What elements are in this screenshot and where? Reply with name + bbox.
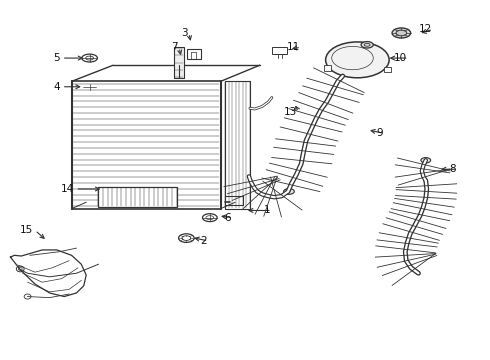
Ellipse shape bbox=[202, 214, 217, 222]
Text: 7: 7 bbox=[171, 42, 177, 52]
Ellipse shape bbox=[178, 234, 194, 242]
Ellipse shape bbox=[130, 183, 136, 187]
Text: 2: 2 bbox=[200, 236, 207, 246]
Circle shape bbox=[18, 267, 22, 270]
Ellipse shape bbox=[82, 54, 98, 62]
Ellipse shape bbox=[149, 183, 155, 187]
Ellipse shape bbox=[120, 183, 126, 187]
Ellipse shape bbox=[182, 236, 191, 240]
Text: 12: 12 bbox=[418, 24, 432, 35]
Ellipse shape bbox=[110, 183, 116, 187]
Text: 1: 1 bbox=[264, 206, 270, 216]
Ellipse shape bbox=[284, 189, 294, 194]
Text: 3: 3 bbox=[181, 28, 187, 38]
Text: 11: 11 bbox=[287, 42, 300, 52]
Ellipse shape bbox=[83, 83, 97, 90]
Circle shape bbox=[24, 294, 31, 299]
Ellipse shape bbox=[421, 158, 431, 163]
Circle shape bbox=[16, 266, 24, 272]
Polygon shape bbox=[324, 65, 331, 71]
Polygon shape bbox=[98, 187, 176, 207]
Text: 14: 14 bbox=[61, 184, 74, 194]
Polygon shape bbox=[174, 47, 184, 78]
Ellipse shape bbox=[86, 85, 93, 88]
Text: 15: 15 bbox=[20, 225, 33, 235]
Ellipse shape bbox=[206, 216, 214, 220]
Ellipse shape bbox=[361, 41, 373, 48]
Ellipse shape bbox=[169, 183, 174, 187]
Polygon shape bbox=[272, 47, 287, 54]
Text: 13: 13 bbox=[284, 107, 297, 117]
Ellipse shape bbox=[86, 56, 94, 60]
Ellipse shape bbox=[392, 28, 411, 38]
Text: 9: 9 bbox=[376, 129, 383, 138]
Ellipse shape bbox=[140, 183, 146, 187]
Text: 10: 10 bbox=[394, 53, 407, 63]
Ellipse shape bbox=[326, 42, 389, 78]
Ellipse shape bbox=[159, 183, 165, 187]
Polygon shape bbox=[72, 81, 221, 209]
Ellipse shape bbox=[100, 183, 106, 187]
Polygon shape bbox=[187, 49, 200, 59]
Ellipse shape bbox=[396, 30, 407, 36]
Text: 6: 6 bbox=[225, 213, 231, 222]
Text: 4: 4 bbox=[54, 82, 60, 92]
Text: 8: 8 bbox=[449, 164, 456, 174]
Text: 5: 5 bbox=[54, 53, 60, 63]
Polygon shape bbox=[384, 67, 391, 72]
